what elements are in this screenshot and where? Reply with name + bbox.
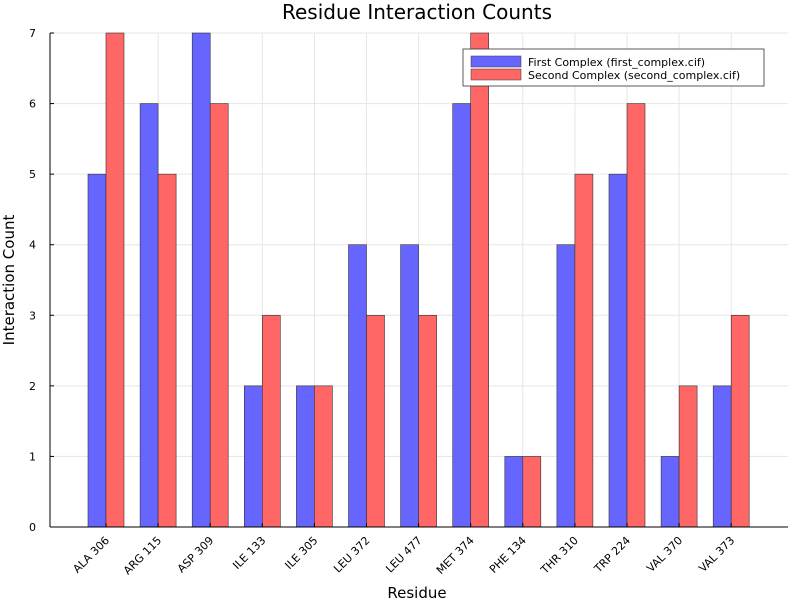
- chart-title: Residue Interaction Counts: [282, 0, 552, 24]
- bars-layer: [87, 32, 750, 528]
- y-tick-label: 1: [29, 450, 36, 463]
- bar-first-complex: [400, 244, 419, 528]
- bar-second-complex: [730, 314, 750, 528]
- legend: First Complex (first_complex.cif) Second…: [462, 48, 765, 87]
- y-tick-label: 2: [29, 380, 36, 393]
- bar-first-complex: [712, 385, 732, 528]
- bar-first-complex: [87, 173, 107, 528]
- bar-second-complex: [209, 103, 229, 528]
- bar-first-complex: [452, 103, 472, 528]
- bar-first-complex: [504, 456, 524, 528]
- legend-swatch-first: [470, 55, 522, 68]
- bar-first-complex: [608, 173, 628, 528]
- y-tick-label: 6: [29, 98, 36, 111]
- x-axis-label: Residue: [387, 584, 446, 600]
- bar-first-complex: [296, 385, 315, 528]
- bar-second-complex: [626, 103, 646, 528]
- y-tick-label: 7: [29, 27, 36, 40]
- y-tick-label: 3: [29, 309, 36, 322]
- bar-second-complex: [366, 314, 385, 528]
- bar-second-complex: [522, 456, 542, 528]
- bar-first-complex: [556, 244, 576, 528]
- bar-second-complex: [261, 314, 281, 528]
- bar-first-complex: [139, 103, 159, 528]
- bar-second-complex: [418, 314, 437, 528]
- bar-second-complex: [314, 385, 333, 528]
- legend-label-second: Second Complex (second_complex.cif): [528, 69, 740, 82]
- bar-second-complex: [678, 385, 698, 528]
- bar-second-complex: [470, 32, 490, 528]
- bar-first-complex: [348, 244, 367, 528]
- legend-label-first: First Complex (first_complex.cif): [528, 56, 705, 69]
- y-tick-label: 0: [29, 521, 36, 534]
- axes-layer: [49, 32, 788, 528]
- legend-swatch-second: [470, 68, 522, 81]
- bar-first-complex: [660, 456, 680, 528]
- bar-second-complex: [157, 173, 177, 528]
- y-tick-label: 4: [29, 239, 36, 252]
- bar-first-complex: [244, 385, 263, 528]
- y-axis-label: Interaction Count: [0, 215, 18, 346]
- bar-second-complex: [105, 32, 125, 528]
- bar-first-complex: [191, 32, 211, 528]
- bar-second-complex: [574, 173, 594, 528]
- y-tick-label: 5: [29, 168, 36, 181]
